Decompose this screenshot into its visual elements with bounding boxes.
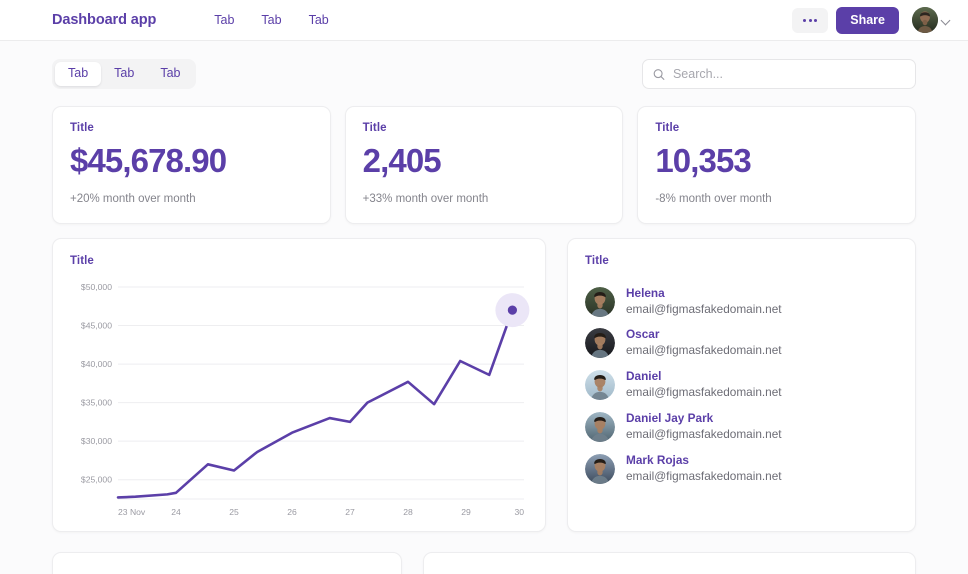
contact-name: Mark Rojas xyxy=(626,453,689,468)
stat-card-subtitle: +20% month over month xyxy=(70,192,196,205)
contact-email: email@figmasfakedomain.net xyxy=(626,343,782,358)
contact-avatar xyxy=(585,328,615,359)
dot-icon xyxy=(814,18,818,22)
contact-text: Daniel email@figmasfakedomain.net xyxy=(626,369,782,401)
chart-x-tick-label: 23 Nov xyxy=(118,507,146,517)
chart-line-series xyxy=(116,308,526,499)
chart-x-tick-label: 29 xyxy=(461,507,471,517)
contact-text: Helena email@figmasfakedomain.net xyxy=(626,286,782,318)
contact-avatar xyxy=(585,286,615,317)
contact-avatar xyxy=(585,453,615,484)
search-input[interactable] xyxy=(672,67,905,81)
contact-text: Daniel Jay Park email@figmasfakedomain.ne… xyxy=(626,411,782,443)
tab-3[interactable]: Tab xyxy=(160,66,181,81)
chart-x-tick-label: 28 xyxy=(403,507,413,517)
tab-2[interactable]: Tab xyxy=(114,66,135,81)
chart-y-tick-label: $50,000 xyxy=(81,282,112,292)
contact-name: Daniel xyxy=(626,369,662,384)
contact-text: Oscar email@figmasfakedomain.net xyxy=(626,327,782,359)
main-content: Title $45,678.90 +20% month over month T… xyxy=(0,106,968,532)
top-nav-item-2[interactable]: Tab xyxy=(261,13,282,27)
contact-row[interactable]: Mark Rojas email@figmasfakedomain.net xyxy=(585,448,898,490)
cutoff-card-b xyxy=(423,551,916,574)
chart-y-tick-label: $35,000 xyxy=(81,397,112,407)
cutoff-card-row-1 xyxy=(0,551,968,574)
contact-email: email@figmasfakedomain.net xyxy=(626,427,782,442)
line-chart-svg: $50,000 $45,000 $40,000 $35,000 $30,000 $25,0… xyxy=(81,282,530,517)
chart-highlight-point[interactable] xyxy=(507,305,517,315)
stat-card-3: Title 10,353 -8% month over month xyxy=(637,106,917,224)
share-button[interactable]: Share xyxy=(836,6,899,34)
top-navigation: Tab Tab Tab xyxy=(214,13,328,27)
stat-card-title: Title xyxy=(70,122,94,134)
header-actions: Share xyxy=(792,6,952,34)
avatar-image xyxy=(912,7,938,33)
cutoff-card-a xyxy=(52,551,402,574)
tab-1[interactable]: Tab xyxy=(55,62,102,86)
top-nav-item-1[interactable]: Tab xyxy=(214,13,235,27)
contact-name: Helena xyxy=(626,285,665,300)
contact-name: Daniel Jay Park xyxy=(626,411,714,426)
contacts-card: Title Helena email@figmasfakedomain.net Os… xyxy=(567,237,916,532)
stat-card-title: Title xyxy=(362,122,387,134)
contact-name: Oscar xyxy=(626,327,660,342)
chart-x-tick-label: 27 xyxy=(345,507,355,517)
dot-icon xyxy=(808,18,812,22)
chart-x-tick-label: 25 xyxy=(229,507,239,517)
dot-icon xyxy=(803,18,807,22)
contact-row[interactable]: Daniel email@figmasfakedomain.net xyxy=(585,364,898,406)
sub-header-bar: Tab Tab Tab xyxy=(0,41,968,89)
search-box[interactable] xyxy=(642,59,916,89)
contact-row[interactable]: Oscar email@figmasfakedomain.net xyxy=(585,322,898,364)
line-chart: $50,000 $45,000 $40,000 $35,000 $30,000 $25,0… xyxy=(70,279,530,521)
more-options-button[interactable] xyxy=(792,7,829,33)
contact-email: email@figmasfakedomain.net xyxy=(626,301,782,316)
avatar xyxy=(912,7,938,33)
contact-row[interactable]: Helena email@figmasfakedomain.net xyxy=(585,281,898,323)
chart-y-tick-label: $25,000 xyxy=(81,474,112,484)
stat-card-2: Title 2,405 +33% month over month xyxy=(344,106,624,224)
chart-y-tick-label: $45,000 xyxy=(81,320,112,330)
chart-card-title: Title xyxy=(70,254,94,267)
stat-card-row: Title $45,678.90 +20% month over month T… xyxy=(52,106,917,224)
stat-card-value: $45,678.90 xyxy=(70,142,227,179)
stat-card-subtitle: +33% month over month xyxy=(362,192,489,205)
stat-card-title: Title xyxy=(655,122,680,134)
chart-x-tick-label: 24 xyxy=(171,507,181,517)
chart-y-tick-label: $40,000 xyxy=(81,359,112,369)
chart-x-tick-label: 30 xyxy=(514,507,524,517)
contact-avatar xyxy=(585,412,615,443)
chart-card: Title $50,000 $45,000 $40,000 $35,000 $30,00… xyxy=(52,237,546,532)
stat-card-value: 2,405 xyxy=(362,142,442,179)
tab-group: Tab Tab Tab xyxy=(52,59,197,89)
user-account-menu[interactable] xyxy=(912,7,952,33)
top-header-bar: Dashboard app Tab Tab Tab Share xyxy=(0,0,968,41)
app-title: Dashboard app xyxy=(52,12,157,28)
contact-email: email@figmasfakedomain.net xyxy=(626,385,782,400)
top-nav-item-3[interactable]: Tab xyxy=(308,13,329,27)
stat-card-subtitle: -8% month over month xyxy=(655,192,772,205)
chart-x-tick-label: 26 xyxy=(287,507,297,517)
contact-email: email@figmasfakedomain.net xyxy=(626,468,782,483)
contacts-card-title: Title xyxy=(585,254,609,267)
contact-row[interactable]: Daniel Jay Park email@figmasfakedomain.ne… xyxy=(585,406,898,448)
contacts-list: Helena email@figmasfakedomain.net Oscar ema… xyxy=(585,281,898,490)
chart-y-tick-label: $30,000 xyxy=(81,436,112,446)
search-icon xyxy=(653,68,665,80)
stat-card-1: Title $45,678.90 +20% month over month xyxy=(52,106,331,224)
contact-text: Mark Rojas email@figmasfakedomain.net xyxy=(626,453,782,485)
lower-row: Title $50,000 $45,000 $40,000 $35,000 $30,00… xyxy=(52,237,916,532)
contact-avatar xyxy=(585,370,615,401)
stat-card-value: 10,353 xyxy=(655,142,751,179)
chevron-down-icon xyxy=(941,15,952,26)
